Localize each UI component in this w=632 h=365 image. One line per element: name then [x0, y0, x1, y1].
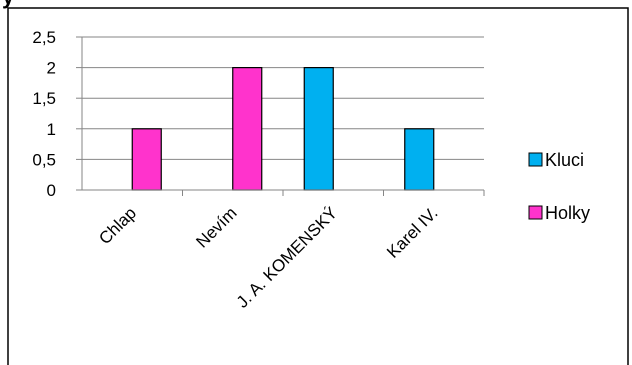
legend-swatch-holky: [528, 205, 543, 220]
y-tick-label: 1: [47, 120, 56, 139]
y-tick-label: 1,5: [32, 89, 56, 108]
x-tick-label: Nevím: [192, 203, 240, 251]
chart-frame: [7, 7, 629, 365]
y-tick-label: 2: [47, 59, 56, 78]
axes: [81, 37, 485, 196]
bar-holky-0: [131, 128, 162, 191]
y-axis-ticks: 0 0,5 1 1,5 2 2,5: [32, 28, 82, 200]
legend-label-holky: Holky: [545, 203, 590, 223]
bar-holky-1: [232, 66, 263, 191]
x-tick-label: Chlap: [95, 203, 140, 248]
x-tick-label: J. A. KOMENSKÝ: [233, 203, 341, 311]
cut-title-fragment: y: [2, 0, 15, 9]
legend-label-kluci: Kluci: [545, 150, 584, 170]
legend-swatch-kluci: [528, 152, 543, 167]
bar-kluci-3: [404, 128, 435, 191]
legend: Kluci Holky: [528, 150, 590, 223]
y-tick-label: 0,5: [32, 150, 56, 169]
y-tick-label: 2,5: [32, 28, 56, 47]
y-tick-label: 0: [47, 181, 56, 200]
x-tick-label: Karel IV.: [383, 203, 441, 261]
bar-kluci-2: [303, 66, 334, 191]
bars: [131, 66, 435, 191]
